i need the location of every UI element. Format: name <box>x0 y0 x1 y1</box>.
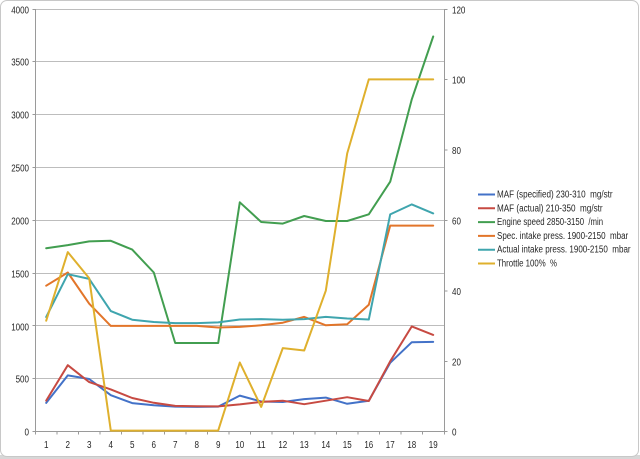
svg-text:11: 11 <box>257 440 266 451</box>
svg-text:4: 4 <box>109 440 114 451</box>
svg-text:MAF (specified) 230-310 mg/st: MAF (specified) 230-310 mg/str <box>497 190 613 201</box>
svg-text:10: 10 <box>235 440 244 451</box>
svg-text:3: 3 <box>87 440 92 451</box>
svg-text:3500: 3500 <box>11 57 29 68</box>
svg-text:100: 100 <box>452 75 466 86</box>
svg-text:5: 5 <box>130 440 135 451</box>
svg-text:Actual intake press. 1900-2150: Actual intake press. 1900-2150 mbar <box>497 245 631 256</box>
svg-text:18: 18 <box>407 440 416 451</box>
svg-text:12: 12 <box>278 440 287 451</box>
svg-text:17: 17 <box>386 440 395 451</box>
svg-text:3000: 3000 <box>11 110 29 121</box>
svg-text:0: 0 <box>25 427 30 438</box>
svg-text:500: 500 <box>16 374 30 385</box>
svg-text:6: 6 <box>152 440 157 451</box>
svg-text:7: 7 <box>173 440 178 451</box>
svg-text:2: 2 <box>66 440 71 451</box>
svg-text:1500: 1500 <box>11 269 29 280</box>
svg-text:2000: 2000 <box>11 216 29 227</box>
svg-text:MAF (actual) 210-350 mg/str: MAF (actual) 210-350 mg/str <box>497 203 603 214</box>
svg-text:14: 14 <box>321 440 330 451</box>
svg-text:13: 13 <box>300 440 309 451</box>
svg-text:19: 19 <box>429 440 438 451</box>
svg-text:9: 9 <box>216 440 221 451</box>
svg-text:2500: 2500 <box>11 163 29 174</box>
svg-text:4000: 4000 <box>11 5 29 16</box>
svg-text:120: 120 <box>452 5 466 16</box>
svg-text:1000: 1000 <box>11 322 29 333</box>
svg-text:0: 0 <box>452 427 457 438</box>
svg-text:40: 40 <box>452 287 461 298</box>
svg-text:Throttle 100% %: Throttle 100% % <box>497 259 557 270</box>
svg-text:Engine speed 2850-3150 /min: Engine speed 2850-3150 /min <box>497 217 603 228</box>
svg-text:20: 20 <box>452 357 461 368</box>
svg-text:80: 80 <box>452 146 461 157</box>
svg-text:16: 16 <box>364 440 373 451</box>
svg-text:15: 15 <box>343 440 352 451</box>
svg-text:8: 8 <box>195 440 200 451</box>
svg-text:Spec. intake press. 1900-2150: Spec. intake press. 1900-2150 mbar <box>497 231 629 242</box>
svg-text:1: 1 <box>44 440 49 451</box>
svg-text:60: 60 <box>452 216 461 227</box>
